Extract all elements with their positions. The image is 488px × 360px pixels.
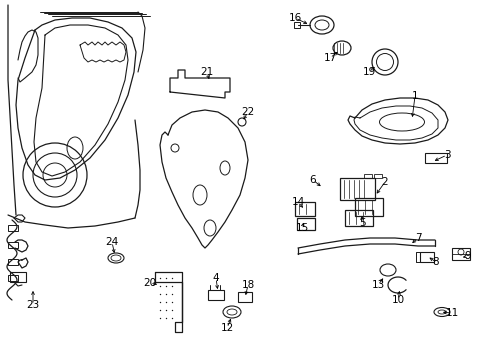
Text: 7: 7 xyxy=(414,233,421,243)
Text: 15: 15 xyxy=(295,223,308,233)
Text: 17: 17 xyxy=(323,53,336,63)
Text: 16: 16 xyxy=(288,13,301,23)
Text: 18: 18 xyxy=(241,280,254,290)
Text: 4: 4 xyxy=(212,273,219,283)
Text: 5: 5 xyxy=(358,218,365,228)
Text: 2: 2 xyxy=(381,177,387,187)
Text: 22: 22 xyxy=(241,107,254,117)
Text: 19: 19 xyxy=(362,67,375,77)
Text: 1: 1 xyxy=(411,91,417,101)
Text: 20: 20 xyxy=(143,278,156,288)
Text: 11: 11 xyxy=(445,308,458,318)
Text: 23: 23 xyxy=(26,300,40,310)
Text: 6: 6 xyxy=(309,175,316,185)
Text: 9: 9 xyxy=(464,251,470,261)
Text: 8: 8 xyxy=(432,257,438,267)
Text: 24: 24 xyxy=(105,237,119,247)
Text: 21: 21 xyxy=(200,67,213,77)
Text: 12: 12 xyxy=(220,323,233,333)
Text: 14: 14 xyxy=(291,197,304,207)
Text: 10: 10 xyxy=(390,295,404,305)
Text: 13: 13 xyxy=(370,280,384,290)
Text: 3: 3 xyxy=(443,150,449,160)
